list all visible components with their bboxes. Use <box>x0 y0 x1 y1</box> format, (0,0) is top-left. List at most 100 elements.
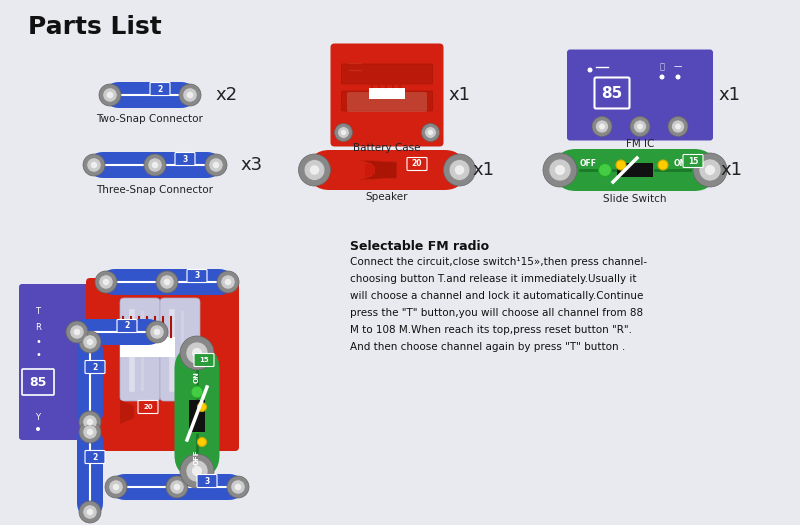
Circle shape <box>146 321 168 343</box>
Circle shape <box>234 484 242 490</box>
Circle shape <box>95 271 117 293</box>
FancyBboxPatch shape <box>175 152 195 165</box>
Text: サ: サ <box>659 62 665 71</box>
Circle shape <box>148 158 162 172</box>
Text: FM IC: FM IC <box>626 139 654 149</box>
Circle shape <box>671 120 685 133</box>
Circle shape <box>36 427 40 431</box>
Circle shape <box>334 123 353 142</box>
Circle shape <box>341 130 346 135</box>
Circle shape <box>99 275 113 289</box>
Text: 20: 20 <box>143 404 153 410</box>
Text: 85: 85 <box>30 375 46 388</box>
Circle shape <box>86 509 94 516</box>
Circle shape <box>70 325 84 339</box>
Circle shape <box>428 130 434 135</box>
FancyBboxPatch shape <box>194 353 214 366</box>
FancyBboxPatch shape <box>567 49 713 141</box>
Circle shape <box>191 421 203 433</box>
Text: ON: ON <box>674 159 686 167</box>
Bar <box>369 88 405 99</box>
Text: 2: 2 <box>124 321 130 331</box>
Circle shape <box>227 476 249 498</box>
FancyBboxPatch shape <box>85 450 105 464</box>
Circle shape <box>221 275 235 289</box>
Circle shape <box>79 501 101 523</box>
Circle shape <box>298 154 330 186</box>
Circle shape <box>180 336 214 370</box>
Text: Battery Case: Battery Case <box>354 143 421 153</box>
Circle shape <box>205 154 227 176</box>
FancyBboxPatch shape <box>330 44 443 146</box>
Circle shape <box>225 279 231 285</box>
FancyBboxPatch shape <box>117 320 137 332</box>
FancyBboxPatch shape <box>19 284 107 440</box>
Circle shape <box>693 153 727 187</box>
Text: Parts List: Parts List <box>28 15 162 39</box>
FancyBboxPatch shape <box>106 82 194 108</box>
Circle shape <box>106 92 114 98</box>
Text: will choose a channel and lock it automatically.Continue: will choose a channel and lock it automa… <box>350 291 643 301</box>
FancyBboxPatch shape <box>77 428 103 516</box>
Circle shape <box>443 154 475 186</box>
Text: OFF: OFF <box>579 159 597 167</box>
Text: Two-Snap Connector: Two-Snap Connector <box>97 114 203 124</box>
Circle shape <box>587 68 593 72</box>
Circle shape <box>338 127 350 139</box>
Circle shape <box>166 476 188 498</box>
Circle shape <box>454 165 464 175</box>
Circle shape <box>592 117 612 136</box>
Circle shape <box>183 88 197 102</box>
Circle shape <box>599 123 605 130</box>
Circle shape <box>83 425 97 439</box>
Polygon shape <box>359 160 397 180</box>
Text: ON: ON <box>194 371 200 383</box>
FancyBboxPatch shape <box>310 150 465 190</box>
Circle shape <box>198 403 206 412</box>
Bar <box>617 163 653 177</box>
Text: x1: x1 <box>448 86 470 104</box>
Circle shape <box>66 321 88 343</box>
Circle shape <box>74 329 80 335</box>
Text: Three-Snap Connector: Three-Snap Connector <box>97 185 214 195</box>
Circle shape <box>634 120 646 133</box>
Circle shape <box>179 84 201 106</box>
Circle shape <box>79 411 101 433</box>
Circle shape <box>637 123 643 130</box>
Text: •: • <box>35 350 41 360</box>
Circle shape <box>156 271 178 293</box>
FancyBboxPatch shape <box>160 298 200 401</box>
Circle shape <box>86 429 94 435</box>
Circle shape <box>304 160 325 181</box>
FancyBboxPatch shape <box>138 401 158 414</box>
Text: 15: 15 <box>688 156 698 165</box>
FancyBboxPatch shape <box>102 269 232 295</box>
Circle shape <box>217 271 239 293</box>
Text: x1: x1 <box>472 161 494 179</box>
Text: —: — <box>674 62 682 71</box>
Text: x1: x1 <box>718 86 740 104</box>
Circle shape <box>86 339 94 345</box>
Circle shape <box>310 165 319 175</box>
Circle shape <box>164 279 170 285</box>
Text: Connect the circuit,close switch¹15»,then press channel-: Connect the circuit,close switch¹15»,the… <box>350 257 647 267</box>
Circle shape <box>192 466 202 476</box>
Text: T: T <box>35 308 41 317</box>
Text: 20: 20 <box>412 160 422 169</box>
Circle shape <box>699 159 721 181</box>
Circle shape <box>555 165 565 175</box>
Circle shape <box>174 484 180 490</box>
Circle shape <box>658 160 668 170</box>
FancyBboxPatch shape <box>77 338 103 426</box>
FancyBboxPatch shape <box>342 64 433 84</box>
Circle shape <box>102 279 110 285</box>
Text: press the "T" button,you will choose all channel from 88: press the "T" button,you will choose all… <box>350 308 643 318</box>
Circle shape <box>186 460 208 482</box>
FancyBboxPatch shape <box>555 149 715 191</box>
FancyBboxPatch shape <box>197 475 217 488</box>
Text: 3: 3 <box>204 477 210 486</box>
Circle shape <box>213 162 219 169</box>
Circle shape <box>87 158 101 172</box>
Circle shape <box>186 342 208 364</box>
FancyBboxPatch shape <box>407 158 427 171</box>
